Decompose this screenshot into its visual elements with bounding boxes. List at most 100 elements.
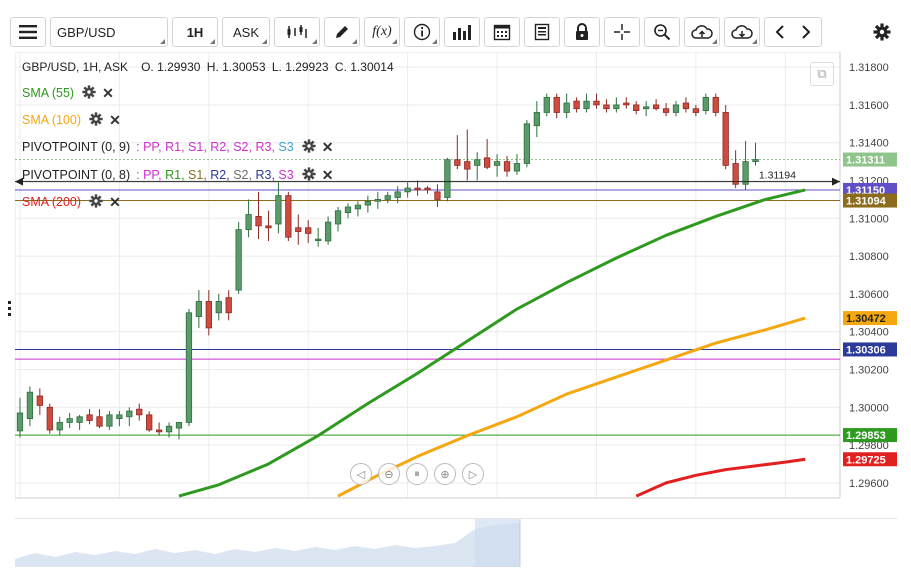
legend-sma55: SMA (55) ✕ (22, 84, 114, 102)
price-badge (843, 182, 898, 197)
price-type-label: ASK (232, 24, 259, 40)
candle (175, 422, 183, 429)
legend-pivot-item: R3, (255, 168, 279, 182)
gear-icon[interactable] (82, 84, 96, 102)
volume-button[interactable] (444, 17, 480, 47)
candle (235, 229, 242, 291)
candle (722, 112, 729, 166)
template-button[interactable] (524, 17, 560, 47)
timeframe-label: 1H (186, 24, 204, 40)
crosshair-value: 1.31194 (759, 170, 796, 182)
gear-icon[interactable] (89, 111, 103, 129)
crosshair-button[interactable] (604, 17, 640, 47)
zoom-button[interactable] (644, 17, 680, 47)
indicators-button[interactable]: f(x) (364, 17, 400, 47)
cloud-download-button[interactable] (724, 17, 760, 47)
candle (255, 216, 262, 227)
price-badge-label: 1.29725 (846, 454, 886, 466)
candle (434, 191, 441, 200)
y-tick-label: 1.30000 (849, 402, 889, 414)
y-tick-label: 1.31400 (849, 138, 889, 150)
legend-pivot-item: S1, (188, 168, 211, 182)
candle (543, 96, 550, 113)
settings-button[interactable] (864, 17, 900, 47)
chevron-left-icon[interactable] (773, 24, 787, 40)
legend-pivot-item: : PP, (136, 168, 166, 182)
price-badge-label: 1.30306 (846, 344, 886, 356)
close-icon[interactable]: ✕ (102, 84, 114, 101)
candle (126, 410, 133, 418)
candle (672, 104, 680, 113)
legend-pivot-item: R1, (165, 140, 189, 154)
candle (245, 214, 252, 231)
reset-button[interactable]: ⏸ (406, 463, 428, 485)
close-icon[interactable]: ✕ (109, 193, 121, 210)
arrow-left-icon (15, 177, 23, 186)
candle (295, 227, 302, 232)
close-icon[interactable]: ✕ (321, 166, 334, 183)
scroll-right-button[interactable]: ▷ (462, 463, 484, 485)
candle (334, 210, 342, 225)
close-icon[interactable]: ✕ (109, 111, 121, 128)
arrow-right-icon (832, 177, 840, 186)
candle (225, 297, 232, 314)
info-button[interactable] (404, 17, 440, 47)
candle (56, 422, 63, 431)
timeframe-selector[interactable]: 1H (172, 17, 218, 47)
calendar-button[interactable] (484, 17, 520, 47)
legend-pivot8-label: PIVOTPOINT (0, 8) (22, 168, 131, 182)
gear-icon[interactable] (302, 138, 316, 156)
document-icon (534, 23, 550, 41)
drawing-tools-button[interactable] (324, 17, 360, 47)
chart-area[interactable]: 1.31800 1.31600 1.31400 1.31200 1.31000 1.308… (14, 51, 903, 516)
legend-sma200-label: SMA (200) (22, 195, 82, 209)
candle (652, 104, 660, 110)
cloud-upload-button[interactable] (684, 17, 720, 47)
gear-icon[interactable] (89, 193, 103, 211)
scroll-left-button[interactable]: ◁ (350, 463, 372, 485)
legend-pivot-item: R2, (210, 140, 234, 154)
candle (593, 100, 600, 106)
zoom-out-icon: ⊖ (384, 468, 394, 481)
chart-type-button[interactable] (274, 17, 320, 47)
gear-icon[interactable] (302, 166, 316, 184)
fx-icon: f(x) (372, 24, 392, 39)
candle (523, 123, 531, 164)
lock-button[interactable] (564, 17, 600, 47)
candle (36, 395, 43, 406)
candle (46, 406, 53, 431)
toolbar: GBP/USD 1H ASK f(x) (10, 16, 900, 48)
price-badge (843, 193, 898, 208)
chevron-right-icon[interactable] (799, 24, 813, 40)
price-chart[interactable]: 1.318001.316001.314001.312001.310001.308… (14, 51, 903, 516)
triangle-right-icon: ▷ (468, 468, 478, 481)
candle (484, 157, 491, 168)
candle (742, 161, 749, 185)
drag-handle[interactable] (8, 300, 11, 318)
candle (384, 195, 391, 200)
y-tick-label: 1.31600 (849, 100, 889, 112)
candle (702, 96, 709, 111)
candles-icon (287, 25, 307, 38)
price-type-selector[interactable]: ASK (222, 17, 270, 47)
zoom-navigation: ◁ ⊖ ⏸ ⊕ ▷ (350, 463, 484, 485)
zoom-out-button[interactable]: ⊖ (378, 463, 400, 485)
navigator[interactable] (15, 518, 897, 567)
candle (86, 414, 93, 421)
legend-pivot9-items: : PP, R1, S1, R2, S2, R3, S3 (136, 140, 294, 154)
candle (682, 102, 690, 110)
symbol-label: GBP/USD (57, 24, 116, 40)
symbol-selector[interactable]: GBP/USD (50, 17, 168, 47)
zoom-in-button[interactable]: ⊕ (434, 463, 456, 485)
candle (464, 161, 471, 170)
price-badge (843, 428, 898, 443)
gear-icon (873, 23, 891, 41)
close-icon[interactable]: ✕ (321, 138, 334, 155)
expand-button[interactable]: ⧉ (810, 62, 834, 86)
legend-pivot-item: S2, (233, 168, 256, 182)
y-tick-label: 1.29600 (849, 478, 889, 490)
candle (573, 100, 580, 110)
candle (344, 206, 352, 214)
menu-button[interactable] (10, 17, 46, 47)
reset-icon: ⏸ (414, 467, 420, 480)
